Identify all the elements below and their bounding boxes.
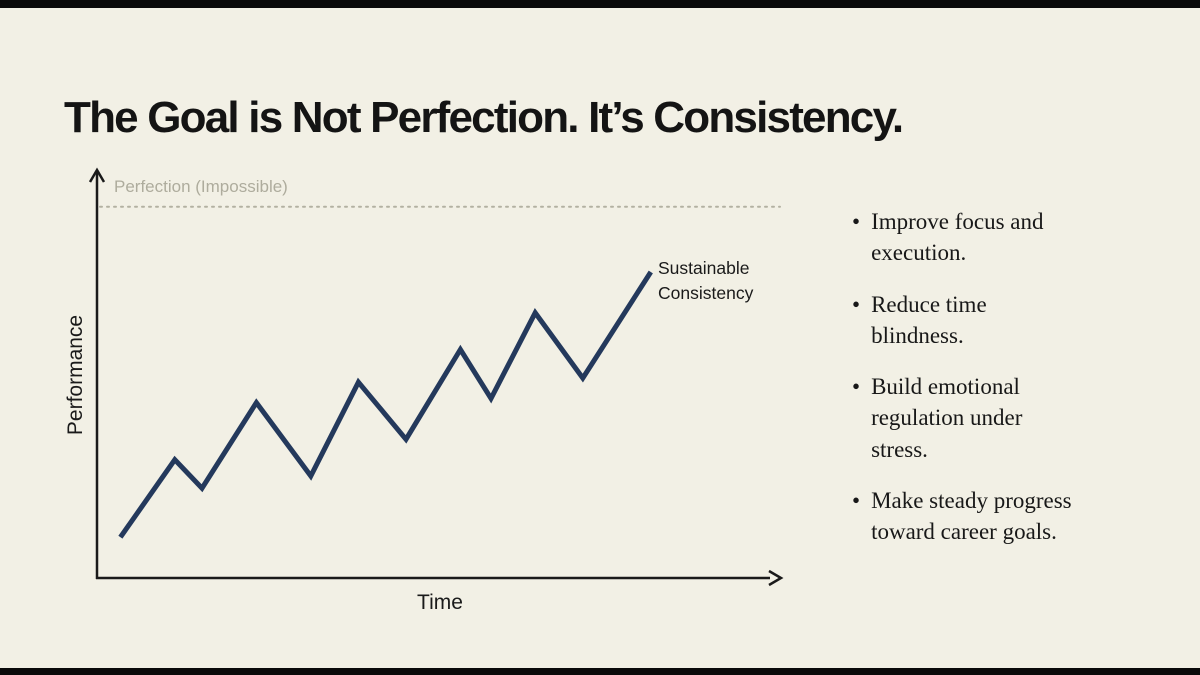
x-axis-arrowhead-icon [768,569,784,587]
x-axis-label: Time [417,591,463,614]
top-edge-bar [0,0,1200,8]
bullet-icon: • [852,209,861,234]
bullet-icon: • [852,487,861,513]
benefit-item: • Improve focus and execution. [852,206,1162,269]
benefit-text: Improve focus and execution. [871,209,1044,266]
benefit-text: Build emotional regulation under stress. [871,374,1023,462]
benefit-item: • Reduce time blindness. [852,289,1162,352]
bullet-icon: • [852,374,861,400]
bullet-icon: • [852,291,861,317]
consistency-line [118,270,653,539]
y-axis-label: Performance [64,314,87,436]
y-axis-arrowhead-icon [88,167,106,183]
page-title: The Goal is Not Perfection. It’s Consist… [64,93,904,143]
benefit-item: • Build emotional regulation under stres… [852,371,1162,465]
bottom-edge-bar [0,668,1200,675]
benefit-text: Reduce time blindness. [871,291,987,348]
benefits-list: • Improve focus and execution. • Reduce … [852,206,1162,567]
perfection-label: Perfection (Impossible) [114,177,288,196]
consistency-line-label: Sustainable Consistency [658,258,754,303]
benefit-item: • Make steady progress toward career goa… [852,485,1162,548]
benefit-text: Make steady progress toward career goals… [871,487,1072,545]
performance-chart [88,167,784,587]
